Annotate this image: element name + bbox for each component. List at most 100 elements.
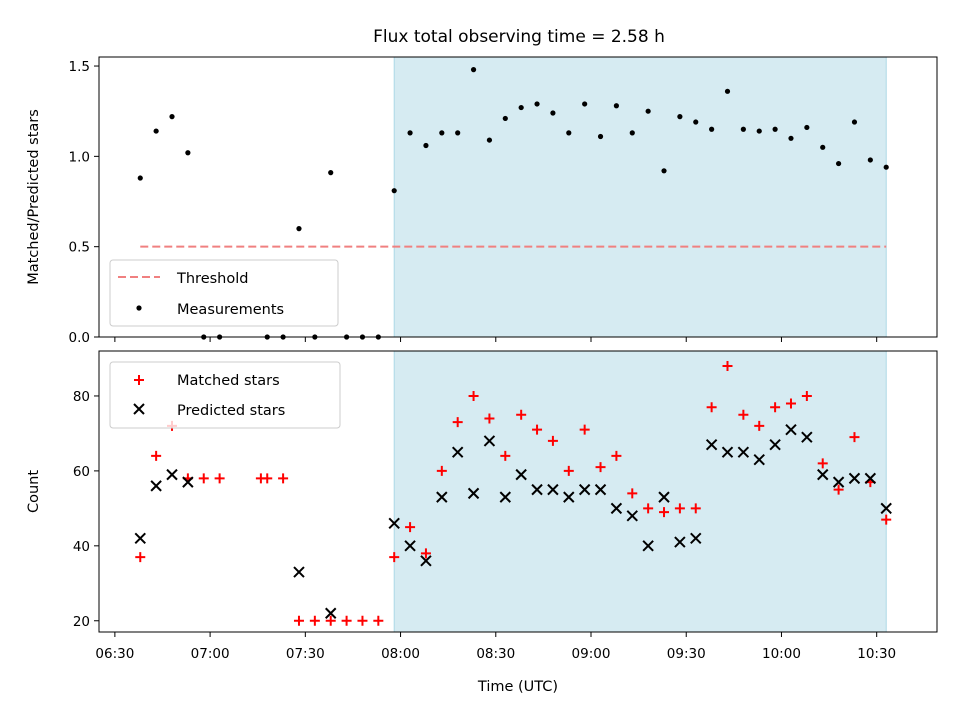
matched-star-point (405, 522, 416, 533)
matched-star-point (309, 615, 320, 626)
measurement-point (693, 119, 699, 125)
matched-star-point (833, 484, 844, 495)
measurement-point (756, 128, 762, 134)
measurement-point (772, 126, 778, 132)
matched-star-point (563, 465, 574, 476)
predicted-star-point (547, 483, 559, 496)
y-tick-label: 1.0 (69, 149, 90, 165)
x-tick-label: 06:30 (95, 646, 134, 662)
matched-star-point (595, 462, 606, 473)
measurement-point (534, 101, 540, 107)
predicted-star-point (721, 446, 734, 458)
legend-matched-label: Matched stars (177, 373, 280, 389)
matched-star-point (659, 507, 670, 518)
measurement-point (867, 157, 873, 163)
matched-star-point (643, 503, 654, 514)
predicted-star-point (705, 438, 718, 451)
predicted-star-point (531, 483, 543, 496)
legend-matched-swatch (134, 375, 144, 385)
matched-star-point (547, 435, 558, 446)
x-tick-label: 07:00 (191, 646, 230, 662)
y-tick-label: 20 (73, 614, 90, 630)
measurement-point (613, 103, 620, 109)
measurement-point (709, 126, 715, 132)
measurement-point (455, 130, 461, 136)
observing-span (393, 350, 887, 633)
measurement-point (629, 130, 635, 136)
predicted-star-point (134, 532, 146, 545)
x-tick-label: 07:30 (286, 646, 325, 662)
matched-star-point (468, 390, 479, 401)
predicted-star-point (420, 555, 432, 567)
predicted-star-point (626, 510, 638, 522)
measurement-point (296, 226, 302, 232)
predicted-star-point (785, 423, 797, 436)
predicted-star-point (594, 483, 607, 496)
matched-star-point (420, 548, 431, 559)
predicted-star-point (642, 540, 654, 552)
measurement-point (820, 144, 826, 150)
measurement-point (677, 114, 683, 120)
matched-star-point (341, 615, 352, 626)
measurement-point (153, 128, 159, 134)
measurement-point (883, 164, 889, 170)
predicted-star-point (658, 491, 670, 503)
y-tick-label: 40 (73, 539, 90, 555)
matched-star-point (293, 615, 304, 626)
predicted-star-point (499, 491, 512, 503)
matched-star-point (817, 458, 828, 469)
y-tick-label: 0.0 (69, 330, 90, 346)
matched-star-point (754, 420, 765, 431)
measurement-point (137, 175, 143, 181)
matched-star-point (357, 615, 368, 626)
predicted-star-point (864, 472, 877, 485)
y-axis-label: Matched/Predicted stars (26, 109, 42, 285)
measurement-point (582, 101, 588, 107)
bottom-panel: 20 40 60 80 06:30 07:00 07:30 08:00 08:30 09:00 09… (26, 350, 938, 695)
measurement-point (185, 150, 191, 156)
matched-star-point (738, 409, 749, 420)
predicted-star-point (293, 566, 305, 578)
legend-top: Threshold Measurements (109, 259, 339, 327)
matched-star-point (262, 473, 273, 484)
x-tick-label: 08:30 (476, 646, 515, 662)
matched-star-point (135, 552, 146, 563)
predicted-star-point (690, 532, 702, 545)
matched-star-point (690, 503, 701, 514)
legend-bottom: Matched stars Predicted stars (109, 361, 341, 429)
legend-predicted-label: Predicted stars (177, 403, 285, 419)
predicted-star-point (753, 453, 765, 466)
matched-star-point (325, 615, 336, 626)
predicted-star-point (166, 468, 178, 481)
predicted-star-point (483, 435, 496, 447)
matched-star-point (452, 417, 463, 428)
measurement-point (550, 110, 556, 116)
predicted-star-point (737, 446, 750, 458)
predicted-star-point (563, 491, 575, 503)
y-tick-label: 80 (73, 389, 90, 405)
legend-threshold-label: Threshold (176, 271, 248, 287)
legend-measurement-swatch (136, 305, 142, 311)
x-tick-label: 10:30 (857, 646, 896, 662)
top-panel: 0.0 0.5 1.0 1.5 Matched/Predicted stars Thres… (26, 56, 938, 346)
measurement-point (439, 130, 445, 136)
measurement-point (566, 130, 572, 136)
matched-star-point (151, 450, 162, 461)
measurement-point (518, 104, 524, 111)
matched-star-point (881, 514, 892, 525)
predicted-star-point (880, 502, 892, 515)
predicted-star-point (467, 487, 480, 500)
legend-box (109, 361, 341, 429)
matched-star-point (611, 450, 622, 461)
matched-star-point (373, 615, 384, 626)
measurement-point (391, 188, 397, 194)
x-tick-label: 08:00 (381, 646, 420, 662)
measurement-point (597, 133, 604, 140)
matched-star-point (770, 402, 781, 413)
y-tick-label: 0.5 (69, 240, 90, 256)
measurement-point (740, 126, 746, 132)
measurement-point (804, 124, 810, 131)
measurement-point (835, 160, 842, 167)
chart-title: Flux total observing time = 2.58 h (373, 27, 665, 47)
